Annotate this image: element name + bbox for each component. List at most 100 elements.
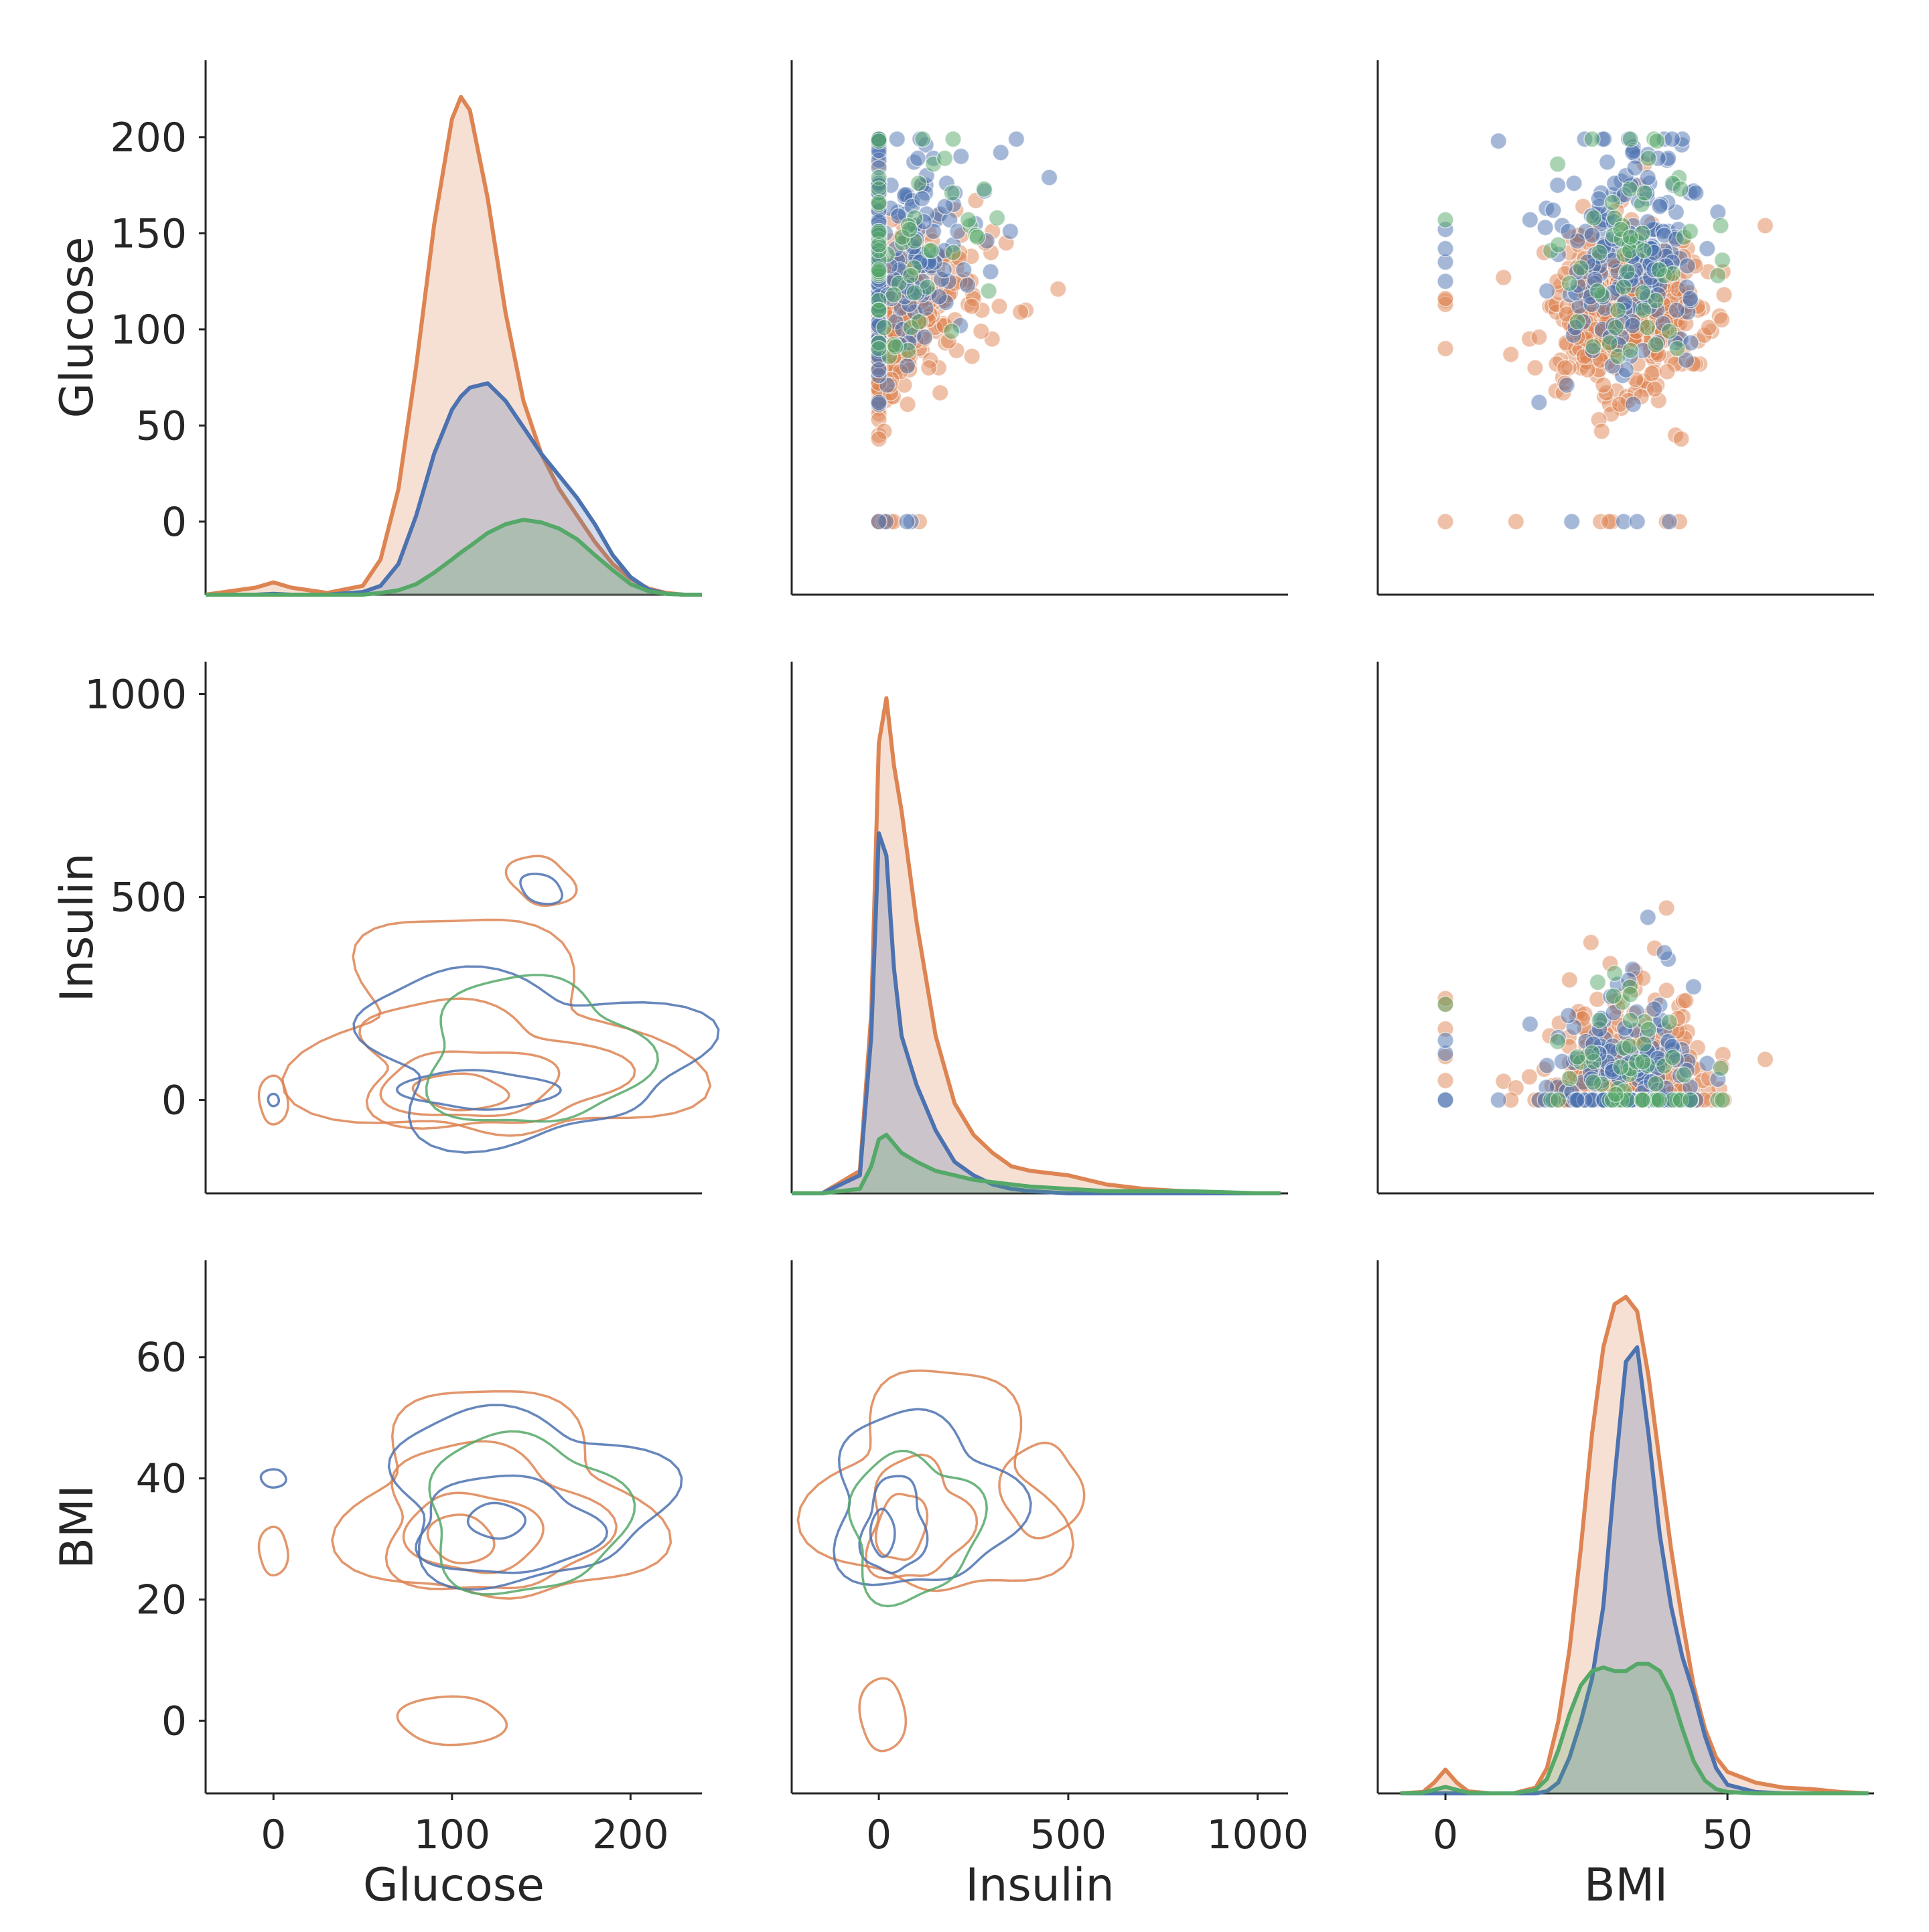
scatter-point	[943, 184, 961, 202]
scatter-point	[1563, 513, 1581, 530]
scatter-point	[1650, 1091, 1668, 1109]
scatter-point	[1561, 1069, 1579, 1088]
scatter-point	[1756, 217, 1774, 234]
scatter-point	[1712, 1059, 1729, 1078]
kde-contour	[267, 1092, 281, 1108]
kde-contour	[259, 1468, 287, 1489]
scatter-point	[1609, 301, 1627, 319]
scatter-point	[1618, 263, 1636, 281]
scatter-point	[1049, 280, 1067, 298]
kde-line-series-1	[792, 831, 1281, 1195]
scatter-point	[901, 220, 918, 238]
scatter-point	[1622, 986, 1639, 1003]
kde-contour	[858, 1475, 929, 1574]
scatter-point	[1612, 1058, 1630, 1076]
kde-contour	[869, 1507, 896, 1558]
x-tick-label: 0	[866, 1811, 891, 1858]
scatter-point	[1677, 992, 1695, 1009]
scatter-point	[1622, 130, 1639, 148]
scatter-point	[931, 384, 949, 402]
kde-contour	[396, 1695, 508, 1747]
scatter-point	[1565, 174, 1583, 192]
kde-fill-series-1	[1400, 1347, 1869, 1793]
scatter-point	[888, 130, 906, 148]
scatter-point	[1437, 290, 1454, 307]
kde-contour	[395, 1069, 562, 1111]
scatter-point	[1437, 273, 1454, 290]
scatter-point	[870, 261, 887, 279]
scatter-point	[1584, 338, 1602, 356]
scatter-point	[1658, 363, 1676, 380]
scatter-point	[992, 144, 1009, 161]
scatter-point	[870, 132, 887, 150]
scatter-point	[1672, 430, 1690, 448]
scatter-point	[1530, 328, 1548, 346]
kde-fill-series-2	[792, 1134, 1281, 1193]
scatter-point	[1520, 1068, 1539, 1086]
scatter-point	[1640, 1021, 1657, 1038]
scatter-point	[1712, 217, 1729, 234]
scatter-point	[1561, 275, 1579, 292]
scatter-point	[910, 174, 928, 192]
scatter-point	[1681, 222, 1699, 240]
panel-glucose-vs-insulin	[790, 60, 1288, 596]
kde-contour	[257, 1526, 289, 1577]
x-tick-label: 200	[592, 1811, 669, 1858]
scatter-point	[1636, 184, 1654, 202]
scatter-point	[1437, 211, 1454, 229]
y-axis-label-insulin: Insulin	[51, 853, 104, 1002]
scatter-point	[870, 301, 887, 319]
scatter-point	[1713, 1091, 1731, 1109]
scatter-point	[913, 190, 931, 208]
scatter-point	[1437, 1071, 1454, 1090]
panel-insulin-vs-insulin	[790, 662, 1288, 1195]
y-tick-label: 150	[110, 210, 187, 257]
scatter-point	[1651, 198, 1668, 215]
scatter-point	[885, 286, 902, 303]
scatter-point	[1638, 319, 1656, 336]
scatter-point	[1530, 394, 1548, 411]
scatter-point	[1648, 132, 1666, 150]
kde-contour	[331, 1390, 672, 1600]
scatter-point	[1549, 1033, 1567, 1051]
scatter-point	[1713, 251, 1731, 269]
scatter-point	[1572, 259, 1589, 277]
scatter-point	[1650, 261, 1668, 279]
scatter-point	[1585, 209, 1603, 227]
scatter-point	[1628, 513, 1646, 530]
scatter-point	[1601, 334, 1618, 352]
scatter-point	[1595, 376, 1612, 394]
scatter-point	[1589, 282, 1607, 300]
scatter-point	[1549, 1091, 1567, 1109]
scatter-point	[1437, 340, 1454, 358]
scatter-point	[1678, 257, 1697, 275]
scatter-point	[875, 319, 893, 336]
kde-line-series-2	[792, 1132, 1281, 1195]
scatter-point	[1607, 1086, 1625, 1103]
scatter-point	[952, 147, 970, 165]
scatter-point	[1490, 1091, 1507, 1109]
scatter-point	[887, 338, 904, 356]
kde-contour	[426, 1513, 496, 1565]
x-axis-label-insulin: Insulin	[965, 1859, 1115, 1912]
scatter-point	[969, 228, 986, 246]
scatter-point	[988, 209, 1006, 227]
scatter-point	[870, 430, 887, 448]
scatter-point	[958, 277, 977, 294]
kde-contour	[466, 1501, 527, 1540]
y-tick-label: 20	[136, 1577, 187, 1624]
scatter-point	[1634, 284, 1652, 302]
scatter-point	[1561, 971, 1579, 988]
y-tick-label: 0	[161, 1698, 187, 1744]
scatter-point	[1715, 286, 1733, 303]
scatter-point	[1668, 340, 1686, 358]
scatter-point	[1437, 1091, 1454, 1109]
scatter-point	[1001, 222, 1019, 240]
scatter-point	[1664, 1049, 1682, 1066]
kde-contour	[352, 965, 720, 1154]
kde-contour	[796, 1369, 1075, 1592]
scatter-point	[1713, 311, 1731, 329]
scatter-point	[936, 149, 954, 167]
y-axis-label-glucose: Glucose	[51, 237, 104, 419]
